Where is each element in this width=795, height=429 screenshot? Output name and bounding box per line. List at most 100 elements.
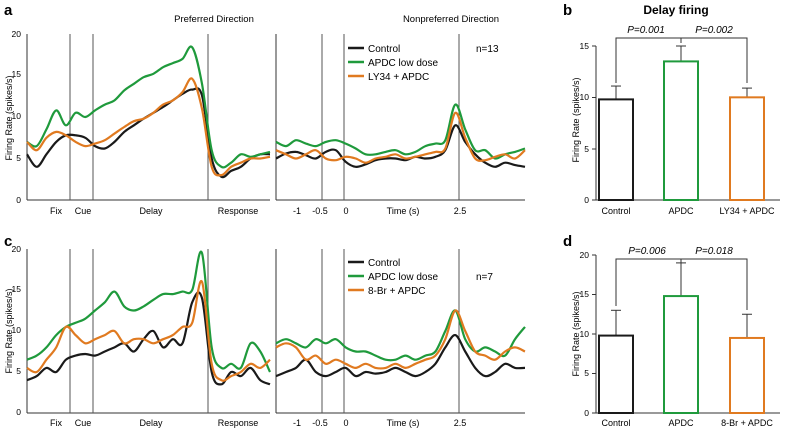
chart-b-ylabel: Firing Rate (spikes/s) <box>571 77 581 162</box>
chart-b-category-drug: LY34 + APDC <box>719 206 775 216</box>
chart-c-legend-control: Control <box>368 258 400 269</box>
chart-c-right-line-control <box>275 334 526 378</box>
chart-c-xtick-neg0-5: -0.5 <box>312 418 328 428</box>
chart-c-right-line-drug <box>275 309 526 370</box>
chart-c-ylabel: Firing Rate (spikes/s) <box>4 288 14 373</box>
chart-d-category-control: Control <box>601 418 630 428</box>
chart-d-ytick-20: 20 <box>580 250 590 260</box>
chart-c-left-series <box>26 250 271 386</box>
chart-b-bar-drug <box>729 96 765 201</box>
chart-c-xlabel-response: Response <box>218 418 259 428</box>
chart-d-yticks: 0 5 10 15 20 <box>580 250 596 418</box>
chart-b-bracket-1 <box>615 37 682 83</box>
chart-a-right-line-drug <box>275 111 526 164</box>
chart-d-pvalue-2: P=0.018 <box>695 246 733 257</box>
chart-c-yticks: 0 5 10 15 20 <box>12 244 22 417</box>
chart-b-category-apdc: APDC <box>668 206 694 216</box>
chart-c-left-line-drug <box>26 280 271 382</box>
chart-a-xtick-neg0-5: -0.5 <box>312 206 328 216</box>
chart-b-category-control: Control <box>601 206 630 216</box>
chart-a-left-series <box>26 45 271 179</box>
chart-d-bars <box>598 262 765 415</box>
chart-a-xlabel-delay: Delay <box>139 206 163 216</box>
panel-label-b: b <box>563 2 572 19</box>
chart-b-bar-control <box>598 98 634 201</box>
chart-b-ytick-0: 0 <box>584 195 589 205</box>
chart-a-ytick-5: 5 <box>16 153 21 163</box>
chart-b-pvalue-1: P=0.001 <box>627 25 665 36</box>
chart-d-bar-apdc <box>663 295 699 414</box>
chart-c-xlabel-delay: Delay <box>139 418 163 428</box>
chart-b-bracket-2 <box>681 37 748 83</box>
chart-c-xlabel-time: Time (s) <box>387 418 420 428</box>
chart-c-left-line-apdc <box>26 250 271 373</box>
chart-d: Firing Rate (spikes/s) 0 5 10 15 20 Cont… <box>571 246 780 428</box>
chart-c-xtick-neg1: -1 <box>293 418 301 428</box>
chart-b-pvalue-2: P=0.002 <box>695 25 733 36</box>
chart-c-xlabel-fix: Fix <box>50 418 62 428</box>
chart-a-legend: Control APDC low dose LY34 + APDC n=13 <box>348 44 499 83</box>
chart-c: Firing Rate (spikes/s) 0 5 10 15 20 Fix … <box>4 244 526 428</box>
header-nonpreferred-direction: Nonpreferred Direction <box>403 14 499 25</box>
chart-c-ytick-20: 20 <box>12 244 22 254</box>
chart-a-ytick-15: 15 <box>12 69 22 79</box>
chart-c-right-series <box>275 309 526 378</box>
chart-a-ytick-10: 10 <box>12 111 22 121</box>
chart-a-legend-apdc: APDC low dose <box>368 58 438 69</box>
chart-b-ytick-10: 10 <box>580 92 590 102</box>
chart-d-bracket-1 <box>615 258 682 306</box>
chart-a-left-line-control <box>26 87 271 179</box>
chart-d-ytick-10: 10 <box>580 329 590 339</box>
chart-c-legend: Control APDC low dose 8-Br + APDC n=7 <box>348 258 493 297</box>
chart-d-bar-drug <box>729 336 765 415</box>
chart-b-bar-apdc <box>663 60 699 202</box>
panel-label-c: c <box>4 233 12 250</box>
chart-b-bars <box>598 45 765 202</box>
chart-a-right-line-control <box>275 124 526 168</box>
chart-b: Firing Rate (spikes/s) 0 5 10 15 Control… <box>571 25 780 216</box>
chart-c-n-label: n=7 <box>476 272 493 283</box>
chart-a-ytick-0: 0 <box>16 195 21 205</box>
chart-d-ylabel: Firing Rate (spikes/s) <box>571 291 581 376</box>
chart-a-legend-drug: LY34 + APDC <box>368 72 429 83</box>
chart-c-left-line-control <box>26 291 271 386</box>
chart-c-ytick-15: 15 <box>12 284 22 294</box>
chart-b-ytick-5: 5 <box>584 144 589 154</box>
chart-d-bracket-2 <box>681 258 748 310</box>
chart-a-xlabel-time: Time (s) <box>387 206 420 216</box>
chart-b-ytick-15: 15 <box>580 41 590 51</box>
chart-c-ytick-5: 5 <box>16 366 21 376</box>
chart-a-ylabel: Firing Rate (spikes/s) <box>4 75 14 160</box>
chart-c-right-line-apdc <box>275 309 526 362</box>
chart-a-left-line-drug <box>26 77 271 177</box>
chart-a-xlabel-response: Response <box>218 206 259 216</box>
chart-a: Firing Rate (spikes/s) 0 5 10 15 20 Fix … <box>4 29 526 216</box>
chart-a-xlabel-cue: Cue <box>75 206 92 216</box>
panel-label-a: a <box>4 2 13 19</box>
chart-a-yticks: 0 5 10 15 20 <box>12 29 22 205</box>
chart-d-bar-control <box>598 334 634 414</box>
chart-a-right-series <box>275 103 526 168</box>
chart-d-ytick-15: 15 <box>580 289 590 299</box>
chart-a-xlabel-fix: Fix <box>50 206 62 216</box>
header-preferred-direction: Preferred Direction <box>174 14 254 25</box>
chart-a-n-label: n=13 <box>476 44 499 55</box>
chart-b-title: Delay firing <box>643 3 708 17</box>
chart-a-xtick-2-5: 2.5 <box>454 206 467 216</box>
chart-c-ytick-10: 10 <box>12 325 22 335</box>
chart-a-ytick-20: 20 <box>12 29 22 39</box>
chart-a-right-line-apdc <box>275 103 526 160</box>
chart-c-xtick-0: 0 <box>343 418 348 428</box>
chart-c-legend-drug: 8-Br + APDC <box>368 286 426 297</box>
chart-d-ytick-0: 0 <box>584 408 589 418</box>
chart-d-category-apdc: APDC <box>668 418 694 428</box>
chart-a-xtick-neg1: -1 <box>293 206 301 216</box>
chart-c-ytick-0: 0 <box>16 407 21 417</box>
chart-a-legend-control: Control <box>368 44 400 55</box>
chart-d-category-drug: 8-Br + APDC <box>721 418 773 428</box>
panel-label-d: d <box>563 233 572 250</box>
chart-a-xtick-0: 0 <box>343 206 348 216</box>
chart-a-left-line-apdc <box>26 45 271 169</box>
chart-d-pvalue-1: P=0.006 <box>628 246 666 257</box>
